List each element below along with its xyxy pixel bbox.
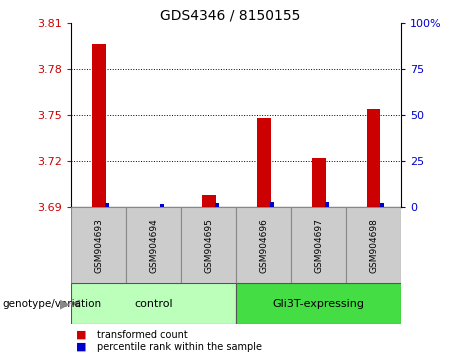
Bar — [346, 207, 401, 283]
Bar — [291, 207, 346, 283]
Text: transformed count: transformed count — [97, 330, 188, 339]
Bar — [202, 195, 216, 207]
Bar — [312, 158, 325, 207]
Text: GDS4346 / 8150155: GDS4346 / 8150155 — [160, 9, 301, 23]
Text: ■: ■ — [76, 330, 87, 339]
Bar — [160, 204, 164, 207]
Text: genotype/variation: genotype/variation — [2, 298, 101, 309]
Bar — [236, 283, 401, 324]
Text: GSM904697: GSM904697 — [314, 218, 323, 273]
Bar — [71, 207, 126, 283]
Text: ▶: ▶ — [59, 297, 69, 310]
Bar — [325, 202, 329, 207]
Text: Gli3T-expressing: Gli3T-expressing — [272, 298, 365, 309]
Bar — [105, 204, 109, 207]
Text: percentile rank within the sample: percentile rank within the sample — [97, 342, 262, 352]
Bar — [215, 204, 219, 207]
Bar — [367, 109, 380, 207]
Bar — [71, 283, 236, 324]
Bar — [257, 118, 271, 207]
Text: GSM904696: GSM904696 — [259, 218, 268, 273]
Bar — [270, 202, 274, 207]
Bar — [380, 204, 384, 207]
Bar — [126, 207, 181, 283]
Bar — [92, 45, 106, 207]
Bar — [236, 207, 291, 283]
Text: GSM904695: GSM904695 — [204, 218, 213, 273]
Text: GSM904698: GSM904698 — [369, 218, 378, 273]
Text: GSM904693: GSM904693 — [95, 218, 103, 273]
Text: GSM904694: GSM904694 — [149, 218, 159, 273]
Text: control: control — [135, 298, 173, 309]
Text: ■: ■ — [76, 342, 87, 352]
Bar — [181, 207, 236, 283]
